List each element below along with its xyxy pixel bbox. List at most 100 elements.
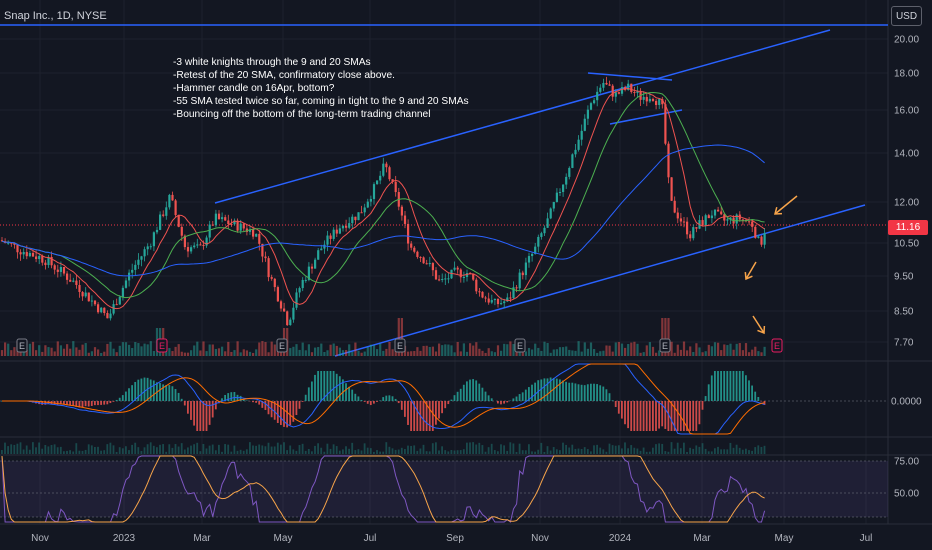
secondary-bar	[754, 447, 757, 454]
volume-bar	[115, 352, 118, 356]
macd-histogram-bar	[317, 371, 319, 401]
secondary-bar	[546, 446, 549, 454]
volume-bar	[221, 346, 224, 356]
candle-body	[326, 235, 329, 245]
secondary-bar	[661, 443, 664, 454]
macd-histogram-bar	[614, 401, 617, 408]
volume-bar	[738, 343, 741, 356]
volume-bar	[549, 352, 552, 356]
secondary-bar	[159, 444, 161, 454]
macd-histogram-bar	[537, 380, 540, 401]
candle-body	[69, 279, 72, 282]
volume-bar	[62, 348, 66, 356]
macd-histogram-bar	[642, 401, 645, 431]
candle-body	[735, 214, 738, 224]
macd-histogram-bar	[757, 396, 760, 401]
time-axis[interactable]: Nov 2023 Mar May Jul Sep Nov 2024 Mar May Jul	[31, 533, 872, 544]
note-line: -3 white knights through the 9 and 20 SM…	[173, 57, 371, 68]
macd-histogram-bar	[394, 398, 397, 401]
macd-histogram-bar	[137, 379, 140, 401]
secondary-bar	[410, 445, 412, 454]
volume-bar	[729, 343, 732, 356]
secondary-bar	[128, 450, 130, 454]
candle-body	[562, 184, 565, 193]
volume-bar	[382, 350, 385, 356]
macd-histogram-bar	[543, 378, 546, 401]
secondary-bar	[236, 450, 239, 454]
candle-body	[47, 256, 50, 266]
secondary-bar	[22, 449, 25, 454]
price-tick-label: 9.50	[894, 272, 914, 283]
macd-histogram-bar	[605, 389, 608, 401]
secondary-bar	[500, 444, 502, 454]
candle-body	[385, 163, 388, 168]
macd-histogram-bar	[301, 401, 304, 402]
candle-body	[217, 213, 221, 220]
macd-histogram-bar	[227, 393, 230, 401]
volume-bar	[469, 343, 472, 356]
macd-histogram-bar	[577, 384, 580, 401]
macd-histogram-bar	[214, 401, 217, 410]
volume-bar	[217, 348, 221, 356]
secondary-bar	[41, 448, 44, 454]
secondary-bar	[720, 449, 722, 454]
volume-bar	[199, 350, 202, 356]
macd-histogram-bar	[472, 379, 474, 401]
volume-bar	[407, 351, 410, 356]
secondary-bar	[549, 450, 552, 454]
volume-bar	[186, 352, 190, 356]
volume-bar	[78, 349, 81, 356]
secondary-bar	[738, 447, 741, 454]
currency-button[interactable]: USD	[891, 6, 922, 26]
secondary-bar	[208, 445, 211, 454]
candle-body	[230, 223, 233, 225]
volume-bar	[242, 349, 245, 356]
volume-bar	[236, 341, 239, 356]
candle-body	[0, 240, 4, 242]
secondary-bar	[103, 450, 106, 454]
secondary-bar	[435, 442, 437, 454]
macd-histogram-bar	[397, 401, 400, 404]
volume-bar	[351, 351, 354, 356]
secondary-bar	[748, 450, 750, 454]
volume-bar	[289, 348, 292, 356]
volume-bar	[56, 341, 59, 356]
volume-bar	[500, 350, 503, 356]
volume-bar	[397, 318, 400, 356]
volume-bar	[472, 345, 475, 356]
price-tick-label: 16.00	[894, 106, 919, 117]
candle-body	[633, 92, 636, 94]
volume-bar	[546, 343, 549, 356]
volume-bar	[465, 351, 469, 356]
secondary-bar	[481, 445, 484, 454]
secondary-bar	[351, 442, 354, 454]
macd-histogram-bar	[670, 401, 673, 431]
volume-bar	[93, 347, 97, 356]
candle-body	[276, 287, 279, 302]
macd-tick-label: 0.0000	[891, 397, 922, 408]
volume-bar	[7, 343, 10, 356]
macd-histogram-bar	[125, 391, 127, 401]
macd-histogram-bar	[596, 384, 598, 401]
symbol-title: Snap Inc., 1D, NYSE	[4, 10, 107, 22]
macd-histogram-bar	[524, 389, 527, 401]
candle-body	[112, 304, 115, 314]
candle-body	[431, 263, 434, 271]
volume-bar	[258, 342, 261, 356]
volume-bar	[589, 342, 593, 356]
candle-body	[605, 82, 608, 85]
candlestick-series[interactable]	[0, 76, 766, 327]
secondary-bar	[583, 447, 586, 454]
secondary-bar	[450, 449, 453, 454]
volume-bar	[676, 344, 679, 356]
macd-histogram-bar	[568, 382, 571, 401]
earnings-marker	[771, 338, 783, 353]
price-axis[interactable]: 20.00 18.00 16.00 14.00 12.00 10.50 9.50 8.50 7.…	[891, 35, 922, 500]
secondary-bar	[249, 442, 251, 454]
candle-body	[459, 269, 462, 278]
volume-bar	[357, 350, 360, 356]
candle-body	[441, 279, 444, 281]
secondary-bar	[521, 450, 524, 454]
